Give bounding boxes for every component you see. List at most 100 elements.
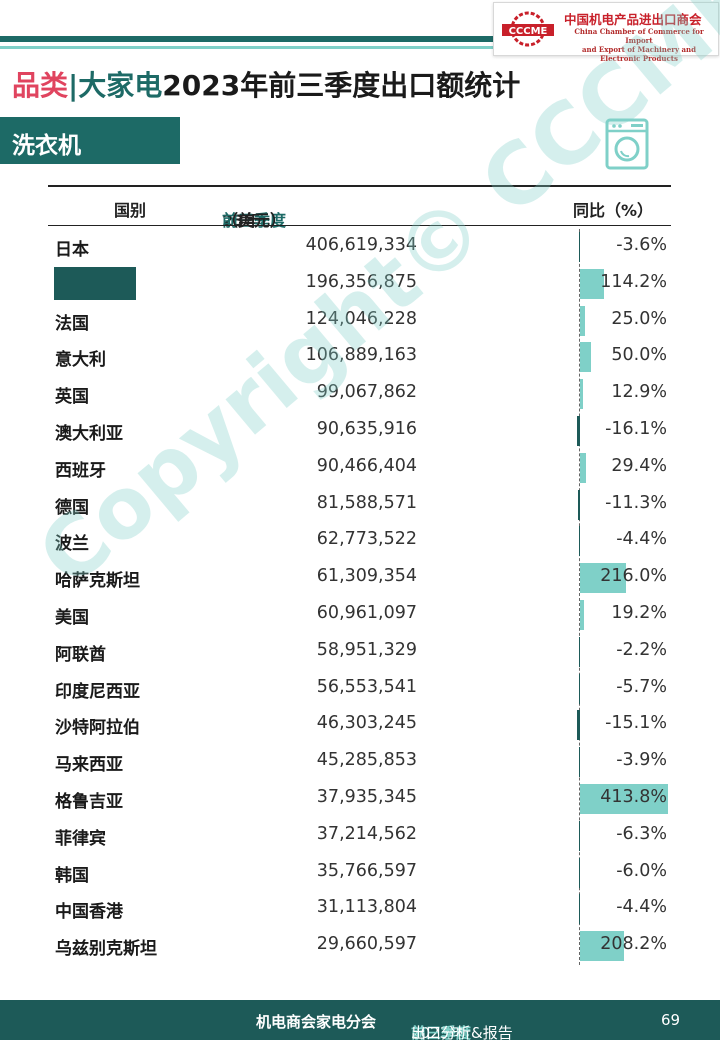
country-name: 印度尼西亚 <box>55 681 140 702</box>
title-separator: | <box>68 69 79 102</box>
table-row: 菲律宾 37,214,562 -6.3% <box>48 818 671 855</box>
table-row: 美国 60,961,097 19.2% <box>48 597 671 634</box>
country-name: 乌兹别克斯坦 <box>55 939 157 960</box>
country-name: 阿联酋 <box>55 644 106 665</box>
cccme-logo: CCCME 中国机电产品进出口商会 China Chamber of Comme… <box>493 2 719 63</box>
table-row: 格鲁吉亚 37,935,345 413.8% <box>48 781 671 818</box>
table-row: 德国 81,588,571 -11.3% <box>48 487 671 524</box>
section-tag: 洗衣机 <box>0 117 180 164</box>
cccme-logo-icon: CCCME <box>502 11 554 47</box>
yoy-percent: 114.2% <box>600 271 667 292</box>
country-name: 澳大利亚 <box>55 424 123 444</box>
export-value: 60,961,097 <box>316 603 417 623</box>
yoy-bar <box>580 305 586 336</box>
export-value: 81,588,571 <box>316 492 417 513</box>
yoy-bar <box>580 600 585 630</box>
table-row: 196,356,875 114.2% <box>48 266 671 303</box>
table-row: 韩国 35,766,597 -6.0% <box>48 855 671 892</box>
yoy-bar <box>578 747 580 778</box>
country-name: 意大利 <box>55 350 106 371</box>
export-value: 37,935,345 <box>316 787 417 807</box>
table-row: 波兰 62,773,522 -4.4% <box>48 523 671 560</box>
table-row: 西班牙 90,466,404 29.4% <box>48 450 671 487</box>
country-name: 马来西亚 <box>55 755 123 776</box>
table-top-rule <box>48 185 671 187</box>
yoy-percent: -3.6% <box>616 235 667 255</box>
redacted-country <box>54 266 136 300</box>
export-value: 406,619,334 <box>305 235 417 255</box>
yoy-bar <box>576 710 580 741</box>
export-value: 196,356,875 <box>305 271 417 292</box>
yoy-bar <box>577 489 580 520</box>
yoy-bar <box>580 563 626 594</box>
title-subcategory: 大家电 <box>78 69 163 102</box>
yoy-bar <box>578 636 580 667</box>
logo-name-en: China Chamber of Commerce for Import and… <box>562 27 716 63</box>
yoy-bar <box>578 894 580 925</box>
country-name: 中国香港 <box>55 902 123 923</box>
yoy-bar <box>578 526 580 557</box>
export-value: 46,303,245 <box>316 713 417 734</box>
header-yoy: 同比（%） <box>573 201 654 220</box>
export-value: 90,466,404 <box>316 455 417 476</box>
yoy-percent: 216.0% <box>600 566 667 587</box>
table-row: 澳大利亚 90,635,916 -16.1% <box>48 413 671 450</box>
table-row: 阿联酋 58,951,329 -2.2% <box>48 634 671 671</box>
yoy-bar <box>580 452 587 483</box>
section-label: 洗衣机 <box>12 133 81 159</box>
table-row: 英国 99,067,862 12.9% <box>48 376 671 413</box>
table-row: 意大利 106,889,163 50.0% <box>48 339 671 376</box>
country-name: 美国 <box>55 608 89 628</box>
yoy-percent: -6.3% <box>616 823 667 844</box>
logo-name-en-line2: and Export of Machinery and Electronic P… <box>581 45 697 63</box>
country-name: 韩国 <box>55 865 89 886</box>
footer-org: 机电商会家电分会 <box>256 1013 377 1031</box>
country-name: 菲律宾 <box>55 828 106 849</box>
export-value: 106,889,163 <box>305 345 417 366</box>
export-value: 31,113,804 <box>316 897 417 918</box>
country-name: 波兰 <box>55 534 89 555</box>
yoy-bar <box>578 857 580 888</box>
export-value: 45,285,853 <box>316 750 417 771</box>
logo-name-cn: 中国机电产品进出口商会 <box>564 12 702 27</box>
country-name: 德国 <box>55 497 89 518</box>
yoy-percent: -16.1% <box>605 419 667 439</box>
yoy-percent: 208.2% <box>600 934 667 955</box>
yoy-bar <box>580 931 625 962</box>
yoy-percent: 19.2% <box>611 603 667 623</box>
footer-highlight: 前三季度 <box>411 1024 472 1042</box>
yoy-zero-axis <box>579 229 580 965</box>
page-number: 69 <box>661 1011 681 1029</box>
country-name: 西班牙 <box>55 460 106 481</box>
yoy-bar <box>578 673 580 704</box>
yoy-percent: 29.4% <box>611 455 667 476</box>
country-name: 日本 <box>55 240 89 260</box>
title-category: 品类 <box>12 69 69 102</box>
yoy-percent: 25.0% <box>611 308 667 329</box>
export-value: 35,766,597 <box>316 860 417 881</box>
export-value: 56,553,541 <box>316 676 417 697</box>
yoy-percent: 413.8% <box>600 787 667 807</box>
yoy-bar <box>580 784 668 814</box>
table-row: 乌兹别克斯坦 29,660,597 208.2% <box>48 928 671 965</box>
table-row: 哈萨克斯坦 61,309,354 216.0% <box>48 560 671 597</box>
table-row: 中国香港 31,113,804 -4.4% <box>48 891 671 928</box>
yoy-bar <box>576 416 580 446</box>
footer-suffix: 出口分析&报告 <box>411 1024 513 1042</box>
table-header: 国别 23年 前三季度 （美元） 同比（%） <box>48 187 671 230</box>
export-value: 58,951,329 <box>316 639 417 660</box>
yoy-bar <box>580 379 583 410</box>
logo-name-en-line1: China Chamber of Commerce for Import <box>574 27 704 45</box>
washing-machine-icon <box>605 118 649 170</box>
yoy-percent: -5.7% <box>616 676 667 697</box>
yoy-percent: -15.1% <box>605 713 667 734</box>
footer: 机电商会家电分会 2023年 前三季度 出口分析&报告 69 <box>0 1000 720 1042</box>
yoy-percent: 50.0% <box>611 345 667 366</box>
yoy-bar <box>578 232 580 262</box>
yoy-percent: -11.3% <box>605 492 667 513</box>
export-value: 90,635,916 <box>316 419 417 439</box>
yoy-percent: 12.9% <box>611 382 667 403</box>
footer-year: 2023年 <box>411 1024 465 1042</box>
yoy-percent: -4.4% <box>616 529 667 550</box>
header-band-light <box>0 46 500 49</box>
